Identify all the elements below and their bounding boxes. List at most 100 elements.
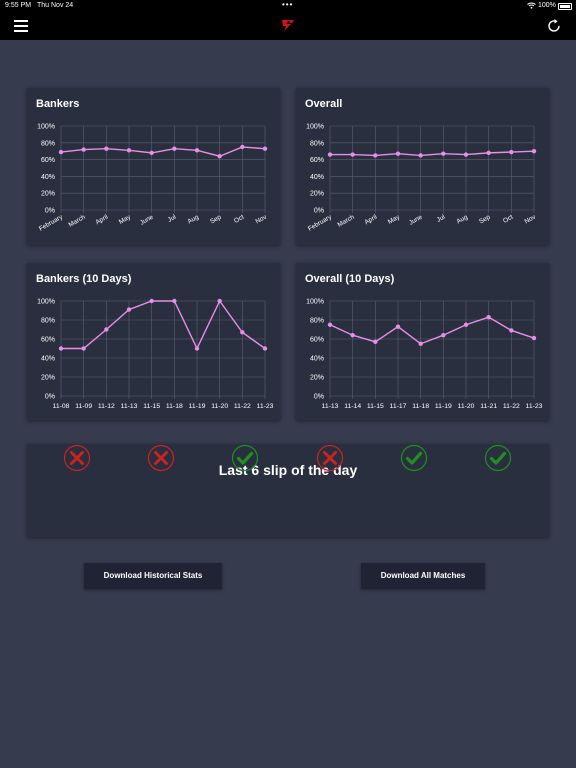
data-point bbox=[486, 314, 491, 320]
chart-title: Overall bbox=[305, 98, 343, 110]
data-point bbox=[149, 298, 154, 304]
download-all-matches-button[interactable]: Download All Matches bbox=[361, 563, 485, 589]
y-tick-label: 20% bbox=[41, 191, 55, 198]
data-point bbox=[463, 322, 469, 327]
x-tick-label: Aug bbox=[186, 213, 200, 225]
y-tick-label: 40% bbox=[310, 356, 324, 363]
data-point bbox=[126, 307, 132, 312]
x-tick-label: 11-13 bbox=[121, 403, 138, 410]
data-point bbox=[327, 322, 333, 327]
x-tick-label: 11-19 bbox=[189, 403, 206, 410]
y-tick-label: 100% bbox=[37, 299, 55, 306]
series-line bbox=[60, 146, 266, 157]
success-check-icon bbox=[400, 444, 427, 472]
y-tick-label: 0% bbox=[314, 208, 324, 215]
download-historical-stats-button[interactable]: Download Historical Stats bbox=[84, 563, 222, 589]
data-point bbox=[58, 346, 64, 351]
x-tick-label: 11-20 bbox=[458, 403, 475, 410]
data-point bbox=[262, 146, 268, 151]
data-point bbox=[172, 298, 177, 304]
data-point bbox=[350, 333, 355, 338]
data-point bbox=[395, 151, 401, 156]
x-tick-label: 11-14 bbox=[344, 403, 361, 410]
y-tick-label: 60% bbox=[41, 157, 55, 164]
x-tick-label: February bbox=[307, 213, 334, 232]
line-chart-bankers-10-days: 0% 20% 40% 60% 80% 100% 11-08 11-09 11-12 11-13 11… bbox=[37, 298, 274, 411]
y-tick-label: 0% bbox=[45, 208, 55, 215]
multitasking-dots-icon[interactable]: ••• bbox=[282, 0, 294, 9]
chart-card-bankers-10-days: Bankers (10 Days) 0% 20% 40% 60% 80% 100% 11-0… bbox=[27, 263, 280, 420]
x-tick-label: 11-22 bbox=[503, 403, 520, 410]
data-point bbox=[531, 149, 537, 154]
data-point bbox=[126, 148, 132, 153]
x-tick-label: 11-19 bbox=[435, 403, 452, 410]
y-tick-label: 0% bbox=[45, 394, 55, 401]
data-point bbox=[373, 153, 378, 158]
data-point bbox=[395, 324, 401, 329]
y-tick-label: 100% bbox=[37, 124, 55, 131]
app-logo-icon bbox=[282, 20, 294, 31]
x-tick-label: 11-18 bbox=[166, 403, 183, 410]
y-tick-label: 60% bbox=[41, 337, 55, 344]
data-point bbox=[217, 154, 222, 159]
x-tick-label: 11-15 bbox=[367, 403, 384, 410]
x-tick-label: June bbox=[139, 213, 155, 226]
chart-title: Bankers (10 Days) bbox=[36, 273, 132, 285]
x-tick-label: Jul bbox=[436, 213, 447, 223]
data-point bbox=[463, 152, 469, 157]
slips-title: Last 6 slip of the day bbox=[218, 462, 358, 478]
x-tick-label: 11-23 bbox=[526, 403, 543, 410]
success-check-icon bbox=[232, 444, 259, 472]
battery-icon bbox=[558, 3, 572, 10]
x-tick-label: 11-18 bbox=[412, 403, 429, 410]
x-tick-label: Nov bbox=[254, 213, 268, 225]
data-point bbox=[486, 150, 491, 156]
data-point bbox=[418, 153, 423, 158]
x-tick-label: 11-22 bbox=[234, 403, 251, 410]
line-chart-overall: 0% 20% 40% 60% 80% 100% February March April May J… bbox=[306, 124, 538, 233]
refresh-icon[interactable] bbox=[546, 18, 562, 34]
data-point bbox=[441, 151, 446, 156]
x-tick-label: 11-20 bbox=[211, 403, 228, 410]
data-point bbox=[441, 333, 446, 338]
line-chart-bankers: 0% 20% 40% 60% 80% 100% February March April May J… bbox=[37, 124, 269, 233]
nav-bar bbox=[0, 12, 576, 40]
chart-title: Overall (10 Days) bbox=[305, 273, 395, 285]
y-tick-label: 0% bbox=[314, 394, 324, 401]
y-tick-label: 100% bbox=[306, 124, 324, 131]
data-point bbox=[104, 327, 109, 332]
data-point bbox=[240, 330, 245, 335]
status-bar: 9:55 PM Thu Nov 24 ••• 100% bbox=[0, 0, 576, 12]
x-tick-label: 11-21 bbox=[480, 403, 497, 410]
data-point bbox=[194, 346, 200, 351]
data-point bbox=[58, 149, 64, 155]
x-tick-label: April bbox=[95, 213, 110, 226]
wifi-icon bbox=[527, 2, 536, 11]
x-tick-label: Nov bbox=[523, 213, 537, 225]
chart-card-bankers: Bankers 0% 20% 40% 60% 80% 100% February March A… bbox=[27, 88, 280, 245]
y-tick-label: 40% bbox=[310, 174, 324, 181]
y-tick-label: 20% bbox=[41, 375, 55, 382]
fail-x-icon bbox=[148, 444, 175, 472]
data-point bbox=[418, 341, 423, 346]
data-point bbox=[149, 150, 154, 156]
data-point bbox=[509, 328, 514, 333]
x-tick-label: March bbox=[68, 213, 87, 228]
series-line bbox=[329, 316, 535, 345]
hamburger-menu-icon[interactable] bbox=[14, 20, 28, 32]
x-tick-label: April bbox=[364, 213, 379, 226]
x-tick-label: 11-23 bbox=[257, 403, 274, 410]
x-tick-label: Aug bbox=[455, 213, 469, 225]
y-tick-label: 80% bbox=[41, 318, 55, 325]
x-tick-label: Oct bbox=[502, 214, 514, 225]
x-tick-label: Sep bbox=[209, 213, 223, 225]
status-date: Thu Nov 24 bbox=[37, 2, 74, 9]
x-tick-label: May bbox=[118, 213, 133, 226]
data-point bbox=[350, 152, 355, 157]
y-tick-label: 80% bbox=[310, 140, 324, 147]
fail-x-icon bbox=[63, 444, 91, 472]
y-tick-label: 60% bbox=[310, 337, 324, 344]
x-tick-label: June bbox=[408, 213, 424, 226]
x-tick-label: Jul bbox=[167, 213, 178, 223]
data-point bbox=[509, 149, 514, 155]
